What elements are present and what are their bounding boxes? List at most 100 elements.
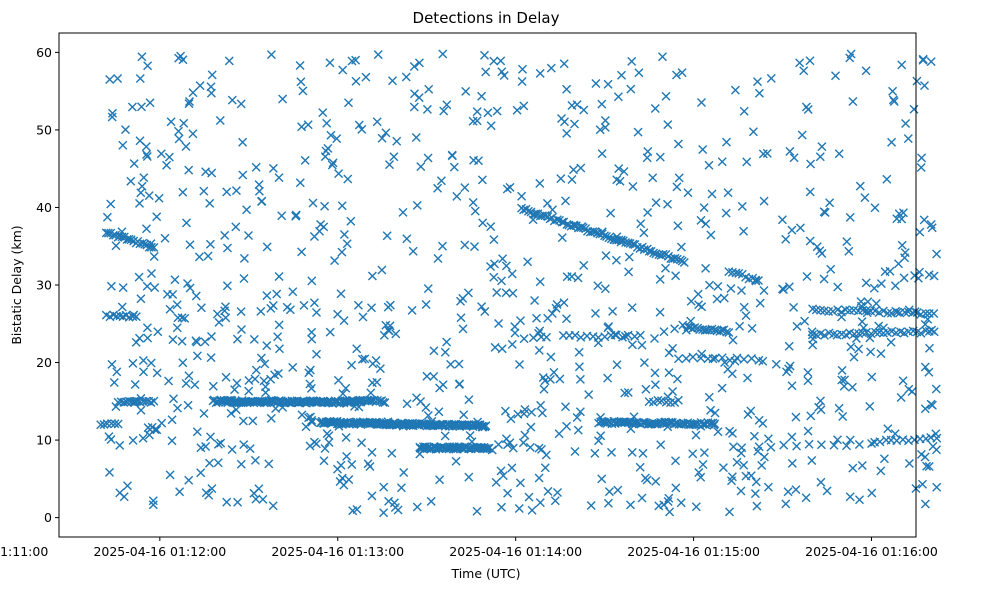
detection-marker	[152, 425, 162, 435]
detection-marker	[570, 119, 579, 129]
detection-marker	[409, 62, 419, 71]
detection-marker	[273, 332, 283, 342]
detection-marker	[461, 86, 471, 96]
detection-marker	[399, 468, 409, 477]
detection-marker	[603, 373, 613, 383]
detection-marker	[105, 467, 114, 477]
detection-marker	[472, 506, 482, 516]
detection-marker	[845, 435, 855, 445]
detection-marker	[388, 76, 397, 86]
detection-marker	[291, 210, 301, 220]
detection-marker	[223, 243, 232, 253]
detection-marker	[251, 494, 261, 504]
detection-marker	[627, 303, 637, 313]
detection-marker	[763, 434, 773, 444]
detection-marker	[377, 265, 387, 275]
detection-marker	[367, 271, 377, 281]
detection-marker	[658, 52, 667, 62]
detection-marker	[677, 68, 687, 78]
detection-marker	[481, 421, 491, 431]
detection-marker	[411, 133, 421, 142]
detection-marker	[121, 125, 130, 135]
detection-marker	[309, 298, 319, 308]
detection-marker	[671, 456, 680, 466]
detection-marker	[642, 153, 652, 163]
detection-marker	[297, 410, 307, 420]
detection-marker	[220, 306, 230, 316]
detection-marker	[619, 167, 629, 176]
detection-marker	[883, 424, 893, 434]
detection-marker	[492, 288, 502, 297]
detection-marker	[634, 68, 644, 78]
detection-marker	[351, 76, 361, 86]
detection-marker	[266, 413, 276, 423]
detection-marker	[392, 136, 402, 146]
detection-marker	[510, 328, 520, 338]
detection-marker	[342, 239, 352, 249]
detection-marker	[831, 71, 840, 81]
detection-marker	[275, 344, 284, 354]
detection-marker	[458, 324, 468, 334]
detection-marker	[842, 237, 852, 247]
detection-marker	[333, 309, 343, 319]
detection-marker	[451, 456, 461, 466]
detection-marker	[879, 454, 889, 464]
y-tick-label: 40	[36, 200, 52, 215]
detection-marker	[722, 327, 732, 337]
detection-marker	[626, 424, 636, 434]
x-axis-label: Time (UTC)	[450, 566, 520, 581]
detection-marker	[473, 417, 483, 427]
detection-marker	[698, 145, 708, 154]
detection-marker	[160, 233, 170, 243]
detection-marker	[518, 438, 528, 448]
detection-marker	[854, 344, 864, 354]
detection-marker	[508, 443, 518, 453]
detection-marker	[915, 267, 924, 277]
detection-marker	[435, 383, 445, 393]
detection-marker	[594, 436, 603, 446]
detection-marker	[463, 288, 473, 298]
detection-marker	[195, 81, 205, 91]
detection-marker	[327, 160, 337, 170]
detection-marker	[446, 359, 456, 369]
detection-marker	[144, 430, 154, 440]
detection-marker	[137, 102, 146, 112]
detection-marker	[672, 254, 682, 264]
detection-marker	[103, 228, 113, 238]
detection-marker	[847, 382, 857, 392]
detection-marker	[909, 104, 919, 114]
detection-marker	[433, 183, 443, 193]
detection-marker	[742, 157, 752, 167]
detection-marker	[206, 88, 216, 98]
detection-marker	[274, 320, 284, 330]
detection-marker	[157, 418, 167, 428]
detection-marker	[373, 50, 383, 60]
detection-marker	[231, 222, 241, 232]
detection-marker	[816, 440, 826, 450]
detection-marker	[681, 325, 691, 335]
detection-marker	[232, 378, 242, 388]
detection-marker	[829, 440, 839, 450]
detection-marker	[257, 197, 266, 206]
detection-marker	[118, 140, 128, 150]
detection-marker	[623, 388, 633, 397]
detection-marker	[136, 188, 146, 198]
detection-marker	[136, 405, 146, 415]
detection-marker	[184, 165, 194, 175]
detection-marker	[523, 257, 533, 267]
detection-marker	[597, 99, 607, 109]
detection-marker	[196, 303, 206, 313]
detection-marker	[205, 239, 215, 249]
detection-marker	[274, 272, 284, 281]
detection-marker	[626, 84, 636, 94]
detection-marker	[650, 104, 660, 113]
detection-marker	[805, 236, 815, 246]
detection-marker	[603, 79, 613, 89]
detection-marker	[865, 333, 875, 343]
detection-marker	[855, 181, 865, 191]
detection-marker	[613, 92, 623, 102]
detection-marker	[142, 281, 152, 291]
detection-marker	[192, 427, 202, 437]
detection-marker	[322, 118, 332, 128]
detection-marker	[730, 356, 740, 366]
